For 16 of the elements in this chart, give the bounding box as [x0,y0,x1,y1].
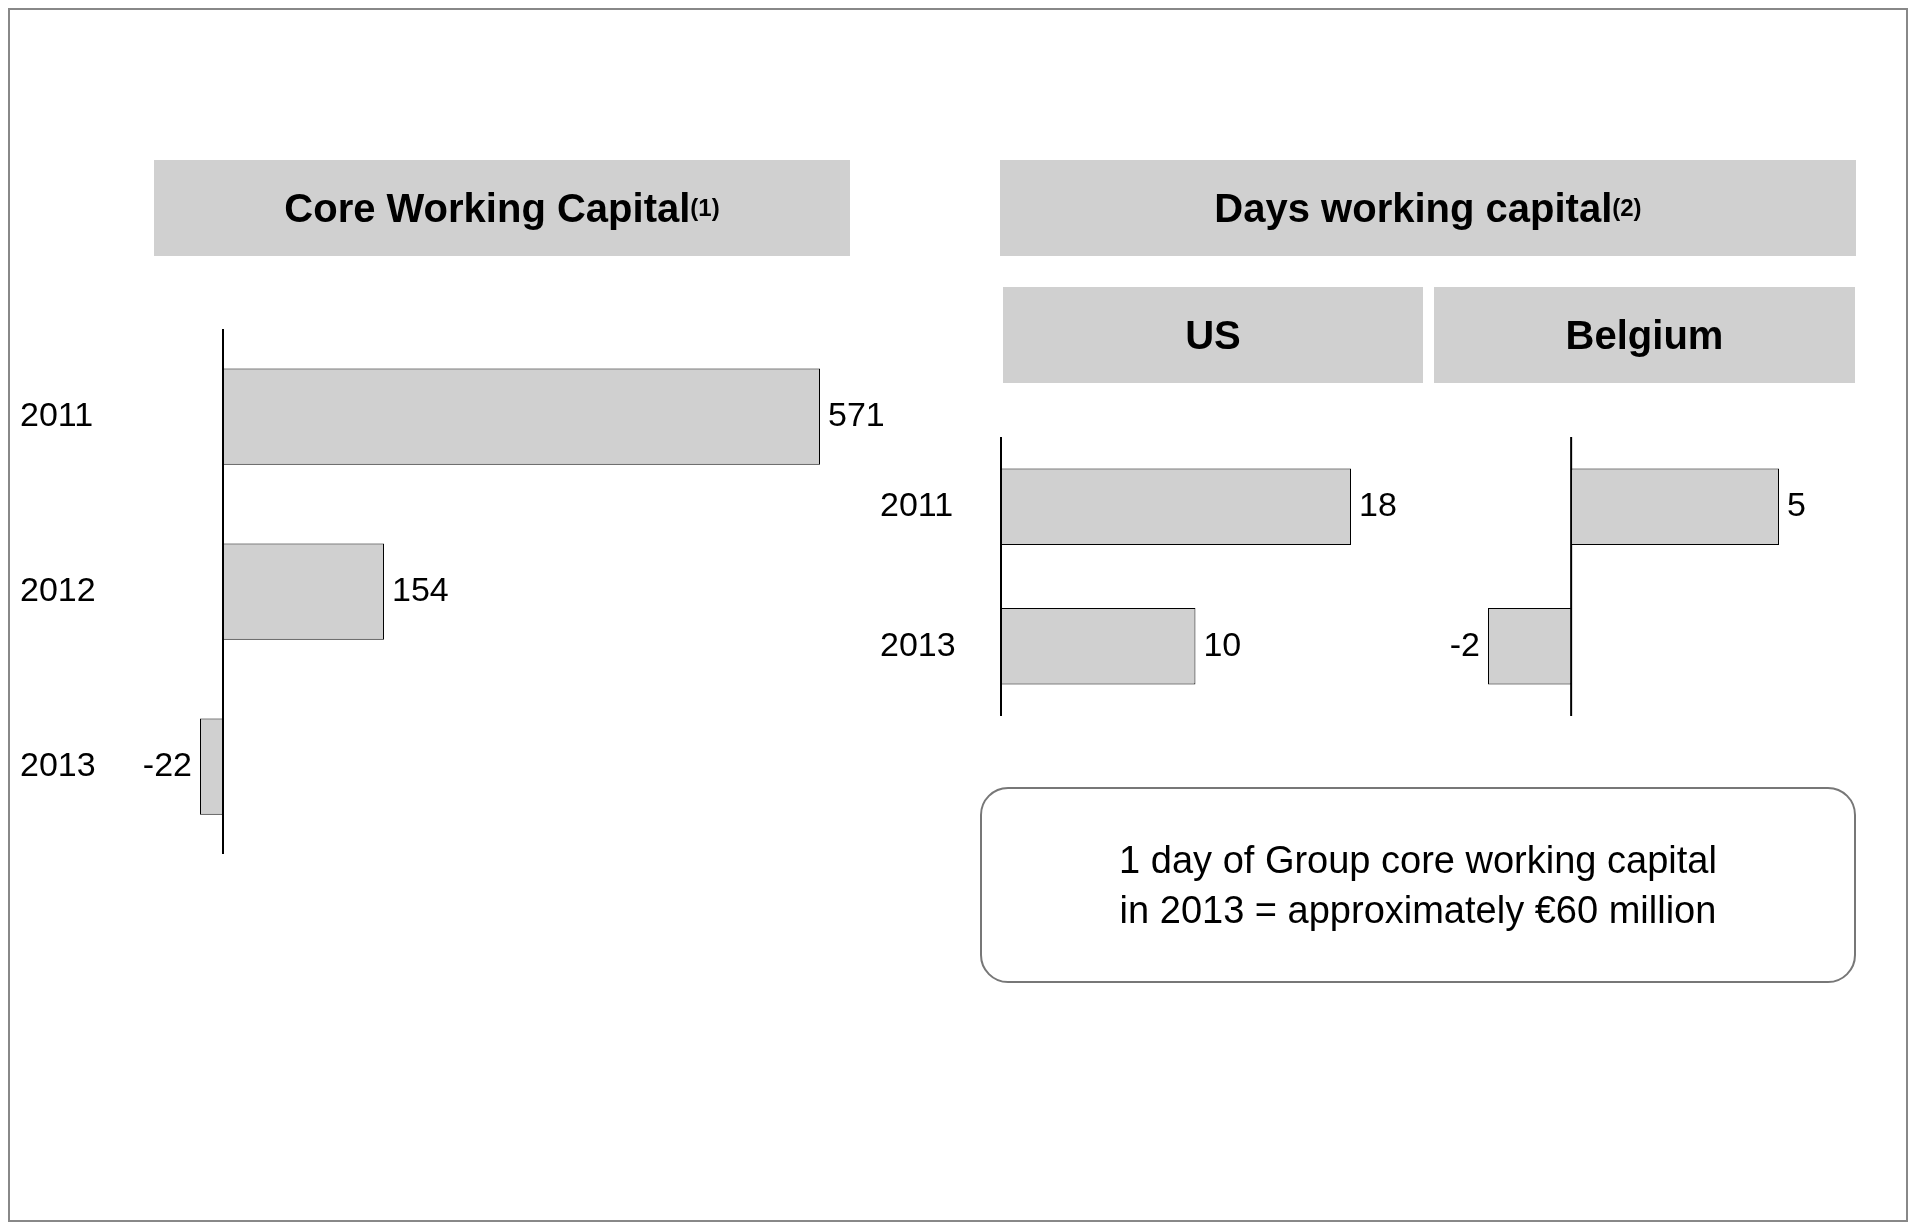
y-tick-label: 2011 [20,394,94,433]
y-tick-label: 2013 [20,744,96,783]
data-label: -22 [142,744,192,783]
data-label: -2 [1449,624,1480,663]
y-tick-label: 2012 [20,569,96,608]
chart-subtitle: US [1003,287,1423,383]
y-tick-label: 2013 [880,624,956,663]
data-label: 10 [1203,624,1242,663]
chart-title: Days working capital$^{(2)}$ [1000,160,1856,256]
data-label: 5 [1787,485,1806,524]
data-label: 18 [1359,485,1397,524]
y-tick-label: 2011 [880,485,954,524]
data-label: 154 [392,569,449,608]
data-label: 571 [828,394,885,433]
chart-title: Core Working Capital$^{(1)}$ [154,160,850,256]
chart-subtitle: Belgium [1434,287,1855,383]
